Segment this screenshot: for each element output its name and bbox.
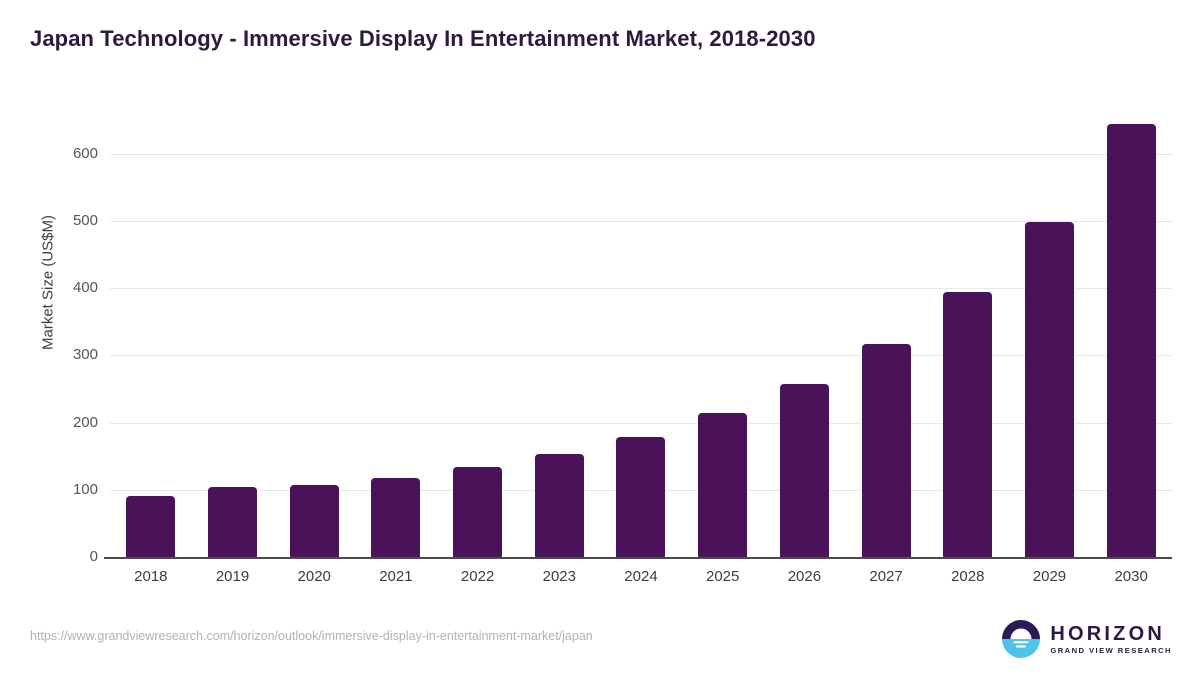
x-axis-tick-label: 2024 (624, 568, 658, 585)
bar-series (126, 124, 1156, 557)
bar[interactable] (371, 477, 421, 557)
x-axis-tick-label: 2023 (542, 568, 576, 585)
bar[interactable] (943, 292, 993, 557)
bar[interactable] (779, 383, 829, 557)
bar[interactable] (861, 343, 911, 557)
y-axis-ticks: 0 100 200 300 400 500 600 (72, 144, 98, 565)
y-axis-tick-label: 400 (72, 279, 98, 297)
source-url[interactable]: https://www.grandviewresearch.com/horizo… (30, 629, 593, 643)
x-axis-tick-label: 2021 (379, 568, 413, 585)
bar[interactable] (208, 487, 258, 557)
x-axis-tick-label: 2022 (460, 568, 495, 585)
bar[interactable] (698, 412, 748, 557)
logo-wordmark: HORIZON (1050, 622, 1165, 645)
x-axis-tick-label: 2020 (297, 568, 331, 585)
x-axis-tick-label: 2025 (706, 568, 740, 585)
x-axis-tick-label: 2028 (951, 568, 985, 585)
x-axis-tick-label: 2019 (215, 568, 250, 585)
bar[interactable] (616, 436, 666, 557)
y-axis-tick-label: 200 (72, 413, 98, 431)
x-axis-tick-label: 2030 (1114, 568, 1148, 585)
x-axis-ticks: 2018 2019 2020 2021 2022 2023 2024 2025 2026 2027… (134, 568, 1148, 585)
bar[interactable] (1106, 124, 1156, 557)
x-axis-tick-label: 2018 (134, 568, 168, 585)
page-title: Japan Technology - Immersive Display In … (30, 26, 816, 51)
bar[interactable] (534, 454, 584, 557)
gridline (110, 355, 1172, 357)
chart-plot-area: Market Size (US$M) 0 100 200 300 400 500 600 2… (40, 124, 1172, 585)
logo-subtitle: GRAND VIEW RESEARCH (1050, 645, 1172, 655)
y-axis-tick-label: 0 (89, 548, 98, 565)
y-axis-tick-label: 100 (72, 480, 98, 498)
x-axis-tick-label: 2027 (869, 568, 903, 585)
y-axis-tick-label: 600 (72, 144, 98, 162)
y-axis-tick-label: 300 (72, 346, 98, 364)
logo-text-block: HORIZON GRAND VIEW RESEARCH (1050, 624, 1172, 655)
bar[interactable] (1024, 221, 1074, 557)
horizon-mark-icon (1002, 620, 1041, 658)
bar[interactable] (453, 466, 503, 557)
bar[interactable] (289, 485, 339, 557)
bar[interactable] (126, 495, 176, 557)
x-axis-tick-label: 2029 (1032, 568, 1067, 585)
axis-baseline (104, 557, 1172, 559)
gridline (110, 220, 1172, 222)
gridline (110, 153, 1172, 155)
gridline (110, 288, 1172, 290)
y-axis-tick-label: 500 (72, 211, 98, 229)
horizon-logo[interactable]: HORIZON GRAND VIEW RESEARCH (1001, 618, 1172, 660)
gridline (110, 422, 1172, 424)
x-axis-tick-label: 2026 (787, 568, 822, 585)
